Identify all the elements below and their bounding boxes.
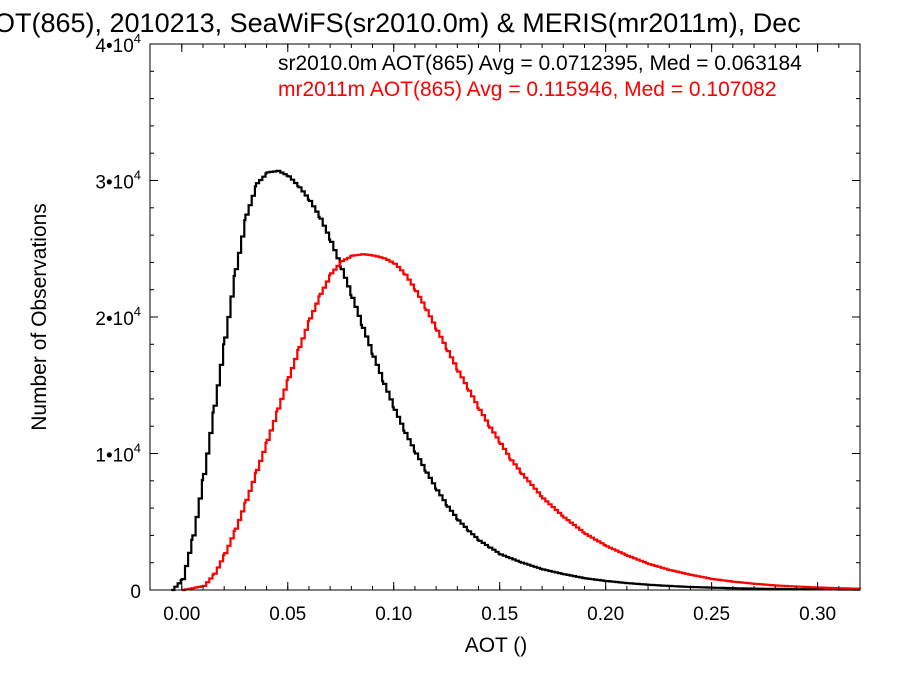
tick-layer: 0.00 0.05 0.10 0.15 0.20 0.25 0.30 0 1•104 2•104 3… bbox=[95, 31, 860, 625]
x-tick-label: 0.05 bbox=[269, 604, 306, 625]
series-line-1 bbox=[171, 169, 860, 592]
x-tick-label: 0.00 bbox=[163, 604, 200, 625]
series-layer bbox=[171, 169, 862, 592]
y-tick-label: 3•104 bbox=[95, 168, 141, 194]
chart-title: OT(865), 2010213, SeaWiFS(sr2010.0m) & M… bbox=[0, 8, 801, 38]
x-tick-label: 0.20 bbox=[587, 604, 624, 625]
x-tick-label: 0.25 bbox=[693, 604, 730, 625]
y-tick-label: 4•104 bbox=[95, 31, 141, 57]
x-tick-label: 0.15 bbox=[481, 604, 518, 625]
y-tick-label: 2•104 bbox=[95, 304, 141, 330]
x-tick-label: 0.30 bbox=[799, 604, 836, 625]
series-line-2 bbox=[181, 253, 862, 592]
y-tick-label: 0 bbox=[130, 582, 141, 603]
x-axis-label: AOT () bbox=[465, 634, 528, 657]
annotation-black: sr2010.0m AOT(865) Avg = 0.0712395, Med … bbox=[278, 52, 802, 75]
y-axis-label: Number of Observations bbox=[28, 203, 51, 431]
y-tick-label: 1•104 bbox=[95, 441, 141, 467]
x-tick-label: 0.10 bbox=[375, 604, 412, 625]
annotation-red: mr2011m AOT(865) Avg = 0.115946, Med = 0… bbox=[278, 78, 777, 101]
